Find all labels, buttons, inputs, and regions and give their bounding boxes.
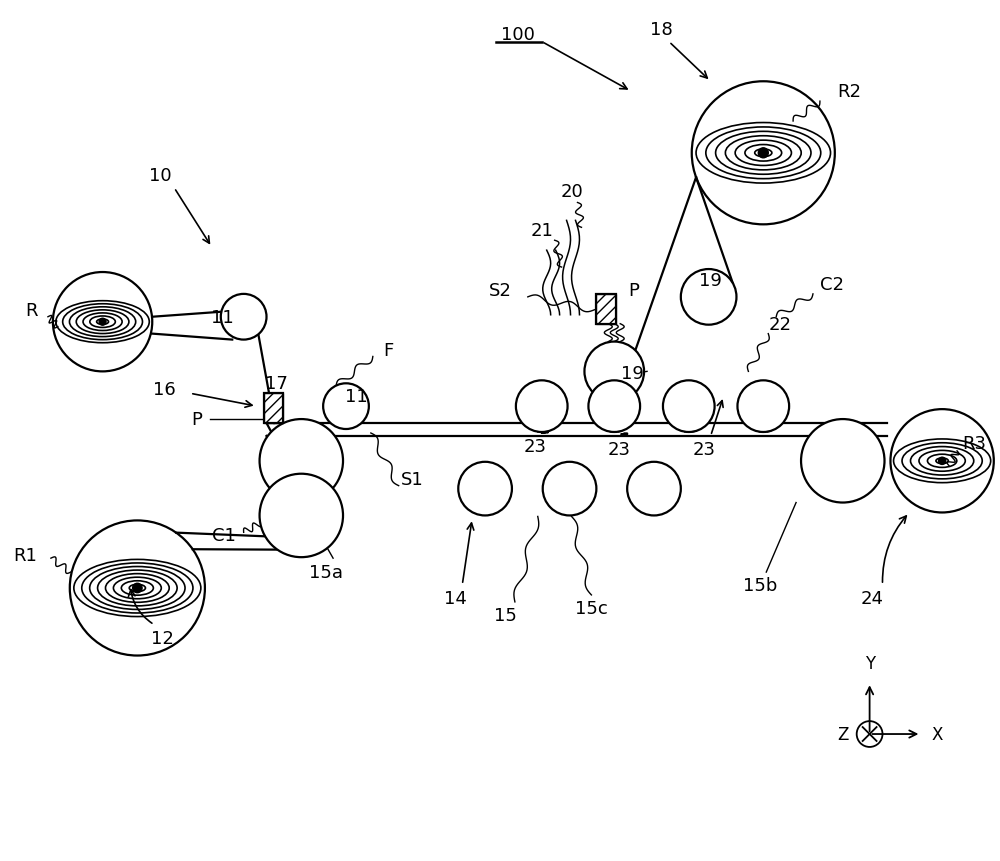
Circle shape xyxy=(221,294,267,340)
Text: S2: S2 xyxy=(489,282,511,300)
Bar xyxy=(264,393,283,424)
Text: 23: 23 xyxy=(692,440,715,458)
Bar xyxy=(596,294,616,325)
Text: 12: 12 xyxy=(151,629,174,647)
Text: 100: 100 xyxy=(501,26,535,44)
Text: R: R xyxy=(25,301,37,319)
Circle shape xyxy=(260,419,343,503)
Text: 22: 22 xyxy=(769,315,792,333)
Text: 14: 14 xyxy=(444,589,467,607)
Text: 18: 18 xyxy=(650,21,672,39)
Circle shape xyxy=(681,269,736,325)
Circle shape xyxy=(260,474,343,558)
Bar xyxy=(596,294,616,325)
Text: P: P xyxy=(629,282,640,300)
Text: X: X xyxy=(931,725,943,743)
Text: 16: 16 xyxy=(153,381,176,399)
Text: 15b: 15b xyxy=(743,576,777,594)
Text: 21: 21 xyxy=(530,222,553,240)
Circle shape xyxy=(588,381,640,432)
Circle shape xyxy=(458,462,512,516)
Circle shape xyxy=(737,381,789,432)
Circle shape xyxy=(323,384,369,430)
Text: 15: 15 xyxy=(494,606,516,624)
Text: Z: Z xyxy=(837,725,849,743)
Text: Y: Y xyxy=(865,654,875,672)
Text: 24: 24 xyxy=(861,589,884,607)
Text: C1: C1 xyxy=(212,527,236,545)
Text: S1: S1 xyxy=(401,470,424,488)
Text: 19: 19 xyxy=(699,272,722,289)
Circle shape xyxy=(758,149,768,158)
Circle shape xyxy=(939,458,946,465)
Text: 17: 17 xyxy=(265,375,288,393)
Text: 10: 10 xyxy=(149,166,172,184)
Text: F: F xyxy=(384,341,394,359)
Circle shape xyxy=(627,462,681,516)
Text: 23: 23 xyxy=(523,437,546,455)
Text: 11: 11 xyxy=(211,308,234,326)
Circle shape xyxy=(801,419,885,503)
Circle shape xyxy=(133,584,142,593)
Circle shape xyxy=(516,381,568,432)
Text: 20: 20 xyxy=(560,183,583,201)
Circle shape xyxy=(99,319,106,325)
Text: 23: 23 xyxy=(608,440,631,458)
Text: 19: 19 xyxy=(621,365,644,383)
Text: 15c: 15c xyxy=(575,599,608,617)
Text: R1: R1 xyxy=(13,547,37,565)
Circle shape xyxy=(543,462,596,516)
Circle shape xyxy=(663,381,715,432)
Text: C2: C2 xyxy=(820,276,844,294)
Bar xyxy=(264,393,283,424)
Text: 11: 11 xyxy=(345,387,367,406)
Text: P: P xyxy=(192,411,202,429)
Circle shape xyxy=(584,342,644,402)
Text: R2: R2 xyxy=(838,84,862,101)
Text: 15a: 15a xyxy=(309,563,343,581)
Text: R3: R3 xyxy=(962,435,986,452)
